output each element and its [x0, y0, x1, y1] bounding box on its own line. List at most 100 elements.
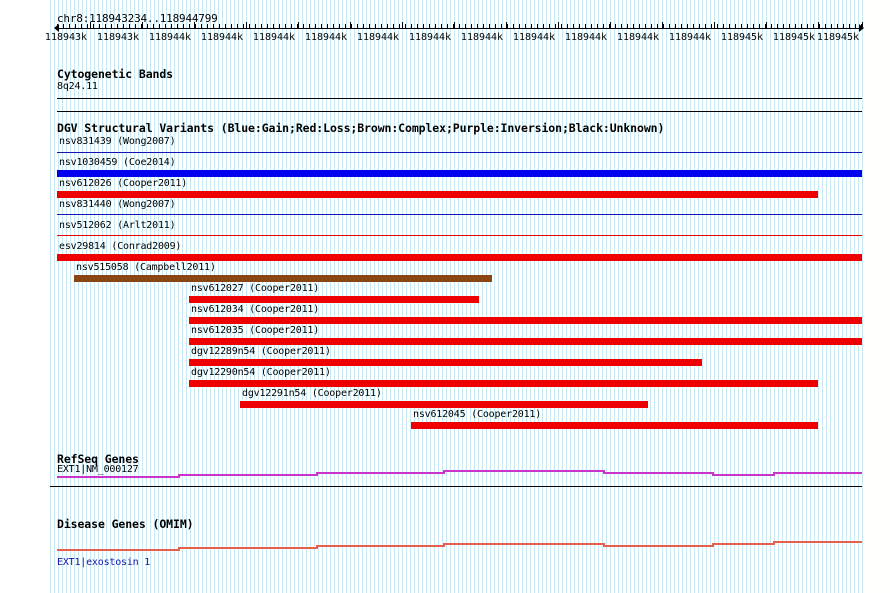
dgv-track-label[interactable]: nsv612027 (Cooper2011)	[191, 283, 320, 294]
axis-tick	[801, 24, 802, 29]
dgv-variant-bar[interactable]	[57, 170, 862, 177]
refseq-gene-label: EXT1|NM_000127	[57, 464, 139, 475]
omim-gene-exon-segment[interactable]	[603, 545, 712, 547]
axis-tick	[189, 24, 190, 29]
dgv-variant-bar[interactable]	[74, 275, 492, 282]
refseq-gene-exon-segment[interactable]	[178, 474, 316, 476]
axis-tick	[255, 24, 256, 29]
axis-tick-label: 118945k	[816, 32, 860, 43]
axis-tick	[447, 24, 448, 29]
omim-gene-exon-segment[interactable]	[57, 549, 178, 551]
dgv-track-label[interactable]: nsv512062 (Arlt2011)	[59, 220, 176, 231]
refseq-gene-exon-segment[interactable]	[603, 472, 712, 474]
dgv-track-label[interactable]: nsv612034 (Cooper2011)	[191, 304, 320, 315]
omim-gene-exon-segment[interactable]	[443, 543, 603, 545]
dgv-track-label[interactable]: nsv612035 (Cooper2011)	[191, 325, 320, 336]
axis-tick	[87, 24, 88, 29]
axis-tick-label: 118944k	[356, 32, 400, 43]
axis-tick-major	[90, 22, 91, 29]
axis-tick	[141, 24, 142, 29]
dgv-variant-bar[interactable]	[189, 359, 702, 366]
axis-tick	[423, 24, 424, 29]
axis-tick	[555, 24, 556, 29]
dgv-variant-bar[interactable]	[57, 214, 862, 215]
axis-tick	[387, 24, 388, 29]
dgv-variant-bar[interactable]	[240, 401, 648, 408]
refseq-gene-intron-connector	[443, 470, 445, 474]
axis-tick	[171, 24, 172, 29]
right-margin	[864, 0, 890, 593]
axis-tick	[735, 24, 736, 29]
dgv-variant-bar[interactable]	[189, 380, 818, 387]
refseq-gene-exon-segment[interactable]	[316, 472, 443, 474]
dgv-track-label[interactable]: nsv831440 (Wong2007)	[59, 199, 176, 210]
refseq-gene-exon-segment[interactable]	[773, 472, 862, 474]
refseq-gene-exon-segment[interactable]	[57, 476, 178, 478]
omim-gene-intron-connector	[178, 547, 180, 551]
axis-tick	[711, 24, 712, 29]
dgv-track-label[interactable]: nsv515058 (Campbell2011)	[76, 262, 216, 273]
dgv-track-label[interactable]: dgv12291n54 (Cooper2011)	[242, 388, 382, 399]
axis-tick	[147, 24, 148, 29]
axis-tick	[819, 24, 820, 29]
axis-tick-label: 118944k	[200, 32, 244, 43]
axis-tick	[645, 24, 646, 29]
dgv-variant-bar[interactable]	[57, 152, 862, 153]
axis-tick	[165, 24, 166, 29]
axis-tick-label: 118943k	[44, 32, 88, 43]
omim-gene-exon-segment[interactable]	[773, 541, 862, 543]
axis-tick	[717, 24, 718, 29]
axis-tick	[843, 24, 844, 29]
axis-tick	[345, 24, 346, 29]
axis-tick	[543, 24, 544, 29]
refseq-gene-intron-connector	[603, 470, 605, 474]
dgv-variant-bar[interactable]	[189, 317, 862, 324]
dgv-track-label[interactable]: nsv831439 (Wong2007)	[59, 136, 176, 147]
dgv-track-label[interactable]: nsv612026 (Cooper2011)	[59, 178, 188, 189]
dgv-variant-bar[interactable]	[411, 422, 818, 429]
axis-tick	[705, 24, 706, 29]
axis-tick	[327, 24, 328, 29]
axis-tick	[435, 24, 436, 29]
axis-tick	[651, 24, 652, 29]
dgv-track-label[interactable]: dgv12290n54 (Cooper2011)	[191, 367, 331, 378]
dgv-track-label[interactable]: dgv12289n54 (Cooper2011)	[191, 346, 331, 357]
axis-arrow-left-icon	[54, 24, 59, 32]
omim-gene-exon-segment[interactable]	[178, 547, 316, 549]
dgv-track-label[interactable]: nsv1030459 (Coe2014)	[59, 157, 176, 168]
axis-tick	[69, 24, 70, 29]
axis-tick-major	[766, 22, 767, 29]
axis-tick	[369, 24, 370, 29]
axis-tick	[381, 24, 382, 29]
axis-tick	[231, 24, 232, 29]
axis-tick	[441, 24, 442, 29]
section-separator	[57, 111, 862, 112]
omim-gene-exon-segment[interactable]	[316, 545, 443, 547]
dgv-track-label[interactable]: esv29814 (Conrad2009)	[59, 241, 182, 252]
axis-tick-label: 118943k	[96, 32, 140, 43]
dgv-variant-bar[interactable]	[189, 296, 479, 303]
axis-tick	[249, 24, 250, 29]
axis-tick	[183, 24, 184, 29]
axis-tick	[585, 24, 586, 29]
axis-tick	[159, 24, 160, 29]
axis-tick	[321, 24, 322, 29]
axis-tick	[99, 24, 100, 29]
axis-tick	[861, 24, 862, 29]
axis-tick	[699, 24, 700, 29]
axis-tick	[285, 24, 286, 29]
dgv-variant-bar[interactable]	[57, 191, 818, 198]
refseq-gene-intron-connector	[178, 474, 180, 478]
refseq-gene-exon-segment[interactable]	[443, 470, 603, 472]
dgv-variant-bar[interactable]	[57, 235, 862, 236]
axis-tick	[243, 24, 244, 29]
axis-tick	[81, 24, 82, 29]
omim-gene-exon-segment[interactable]	[712, 543, 773, 545]
dgv-variant-bar[interactable]	[57, 254, 862, 261]
dgv-track-label[interactable]: nsv612045 (Cooper2011)	[413, 409, 542, 420]
refseq-gene-exon-segment[interactable]	[712, 474, 773, 476]
dgv-variant-bar[interactable]	[189, 338, 862, 345]
axis-tick	[597, 24, 598, 29]
axis-tick	[783, 24, 784, 29]
